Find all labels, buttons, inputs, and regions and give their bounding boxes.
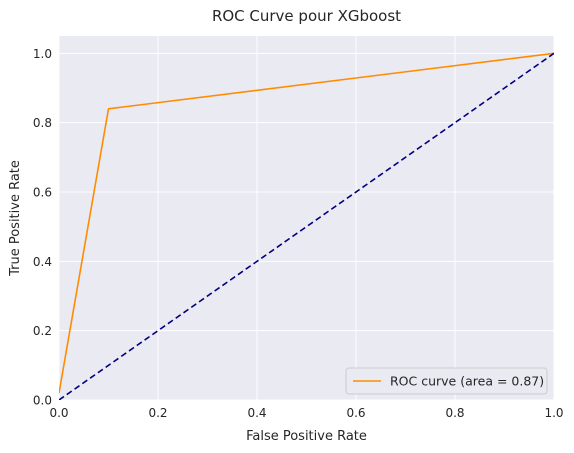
x-tick-label: 0.2 bbox=[148, 406, 167, 420]
x-tick-label: 0.8 bbox=[445, 406, 464, 420]
y-tick-label: 0.4 bbox=[33, 255, 52, 269]
chance-diagonal-line bbox=[59, 52, 554, 400]
roc-curve-line bbox=[59, 52, 554, 394]
legend-label-roc: ROC curve (area = 0.87) bbox=[390, 374, 544, 389]
y-tick-label: 0.8 bbox=[33, 116, 52, 130]
y-tick-labels: 0.0 0.2 0.4 0.6 0.8 1.0 bbox=[33, 47, 52, 408]
series-layer bbox=[59, 52, 554, 400]
y-axis-label: True Positive Rate bbox=[8, 160, 23, 277]
legend-box bbox=[345, 367, 548, 395]
plot-area bbox=[59, 36, 554, 400]
y-tick-label: 1.0 bbox=[33, 47, 52, 61]
legend: ROC curve (area = 0.87) bbox=[345, 367, 548, 395]
y-tick-label: 0.0 bbox=[33, 394, 52, 408]
x-tick-label: 0.4 bbox=[247, 406, 266, 420]
grid-lines bbox=[58, 36, 555, 401]
chart-title: ROC Curve pour XGboost bbox=[212, 7, 401, 25]
x-axis-label: False Positive Rate bbox=[246, 429, 367, 444]
y-tick-label: 0.6 bbox=[33, 186, 52, 200]
x-tick-labels: 0.0 0.2 0.4 0.6 0.8 1.0 bbox=[49, 406, 563, 420]
y-tick-label: 0.2 bbox=[33, 324, 52, 338]
x-tick-label: 0.6 bbox=[346, 406, 365, 420]
x-tick-label: 0.0 bbox=[49, 406, 68, 420]
x-tick-label: 1.0 bbox=[544, 406, 563, 420]
